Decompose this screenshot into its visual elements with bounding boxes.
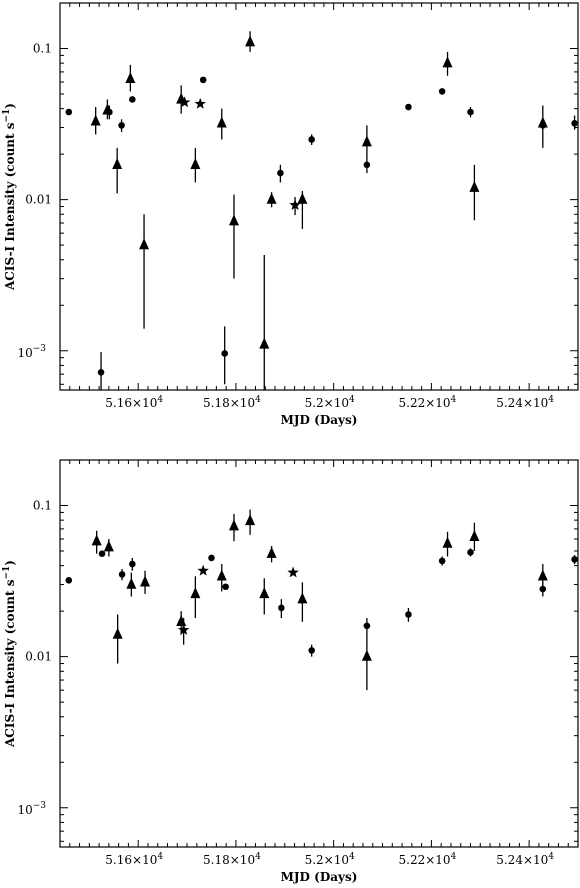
data-point-star	[287, 566, 299, 578]
data-point-triangle	[126, 577, 137, 589]
data-point-star	[178, 96, 191, 108]
y-tick-label: 0.01	[25, 193, 52, 207]
data-point-circle	[277, 169, 284, 177]
y-tick-label: 10−3	[17, 801, 46, 817]
data-point-circle	[199, 76, 207, 84]
data-point-triangle	[537, 569, 548, 581]
data-point-triangle	[245, 35, 256, 47]
data-point-triangle	[228, 214, 239, 226]
data-point-circle	[467, 549, 474, 556]
data-point-triangle	[102, 103, 113, 115]
data-point-triangle	[125, 72, 136, 84]
data-point-circle	[308, 647, 315, 654]
data-point-triangle	[361, 135, 372, 147]
data-point-triangle	[266, 192, 277, 204]
data-point-triangle	[442, 56, 453, 68]
x-tick-label: 5.24×104	[496, 852, 554, 867]
y-tick-label: 0.1	[33, 41, 52, 55]
data-point-circle	[571, 556, 578, 563]
plot-frame	[59, 2, 579, 391]
data-point-circle	[65, 108, 73, 116]
data-point-star	[197, 564, 209, 576]
y-axis-label: ACIS-I Intensity (count s−1)	[2, 560, 17, 748]
data-point-triangle	[297, 192, 308, 204]
data-point-circle	[118, 571, 126, 578]
x-tick-label: 5.24×104	[496, 395, 554, 410]
x-tick-label: 5.2×104	[305, 852, 355, 867]
data-point-circle	[221, 350, 228, 357]
y-tick-label: 10−3	[17, 344, 46, 360]
data-point-circle	[208, 554, 215, 562]
x-tick-label: 5.22×104	[399, 852, 457, 867]
x-tick-label: 5.16×104	[105, 852, 163, 867]
data-point-circle	[363, 161, 371, 169]
data-point-star	[194, 97, 206, 109]
data-point-triangle	[90, 114, 101, 126]
data-point-triangle	[442, 536, 453, 548]
data-point-triangle	[190, 157, 201, 169]
data-point-circle	[571, 119, 578, 127]
data-point-triangle	[112, 157, 123, 169]
data-point-circle	[222, 583, 229, 591]
panel-2: 5.16×104 5.18×104 5.2×104 5.22×104 5.24×104 0…	[2, 459, 579, 884]
data-point-triangle	[259, 587, 270, 599]
data-point-triangle	[469, 530, 480, 542]
x-axis-label: MJD (Days)	[281, 413, 358, 427]
data-point-circle	[129, 560, 136, 568]
x-axis-label: MJD (Days)	[281, 870, 358, 884]
data-point-circle	[405, 103, 412, 111]
data-point-circle	[438, 88, 446, 95]
data-point-circle	[65, 576, 73, 584]
data-point-circle	[278, 604, 285, 612]
data-point-circle	[308, 136, 315, 143]
data-point-triangle	[112, 627, 123, 639]
data-point-triangle	[259, 337, 270, 349]
data-point-circle	[98, 550, 106, 557]
y-tick-label: 0.1	[33, 498, 52, 512]
data-point-circle	[363, 622, 371, 630]
data-point-triangle	[176, 614, 187, 626]
data-point-triangle	[266, 546, 277, 558]
data-point-triangle	[103, 540, 114, 552]
data-point-triangle	[361, 649, 372, 661]
y-axis-label: ACIS-I Intensity (count s−1)	[2, 103, 17, 291]
data-point-circle	[438, 557, 446, 565]
data-point-triangle	[469, 180, 480, 192]
data-point-triangle	[190, 587, 201, 599]
panel-1: 5.16×104 5.18×104 5.2×104 5.22×104 5.24×104 0…	[2, 2, 579, 427]
x-tick-label: 5.22×104	[399, 395, 457, 410]
data-point-star	[289, 199, 301, 210]
data-point-star	[177, 624, 190, 635]
data-point-triangle	[139, 238, 150, 250]
x-tick-label: 5.16×104	[105, 395, 163, 410]
data-point-triangle	[297, 592, 308, 604]
plot-frame	[59, 459, 579, 848]
data-point-circle	[118, 122, 125, 129]
data-point-triangle	[245, 514, 256, 526]
data-point-triangle	[91, 534, 102, 546]
data-point-triangle	[537, 116, 548, 128]
x-tick-label: 5.18×104	[203, 852, 261, 867]
data-point-triangle	[216, 569, 227, 581]
x-tick-label: 5.2×104	[305, 395, 355, 410]
data-point-triangle	[228, 519, 239, 531]
x-tick-label: 5.18×104	[203, 395, 261, 410]
data-point-circle	[129, 96, 136, 103]
data-point-circle	[97, 369, 105, 376]
data-point-circle	[405, 611, 412, 618]
data-point-triangle	[140, 575, 151, 587]
y-tick-label: 0.01	[25, 650, 52, 664]
data-point-triangle	[216, 116, 227, 128]
data-point-circle	[467, 108, 474, 116]
